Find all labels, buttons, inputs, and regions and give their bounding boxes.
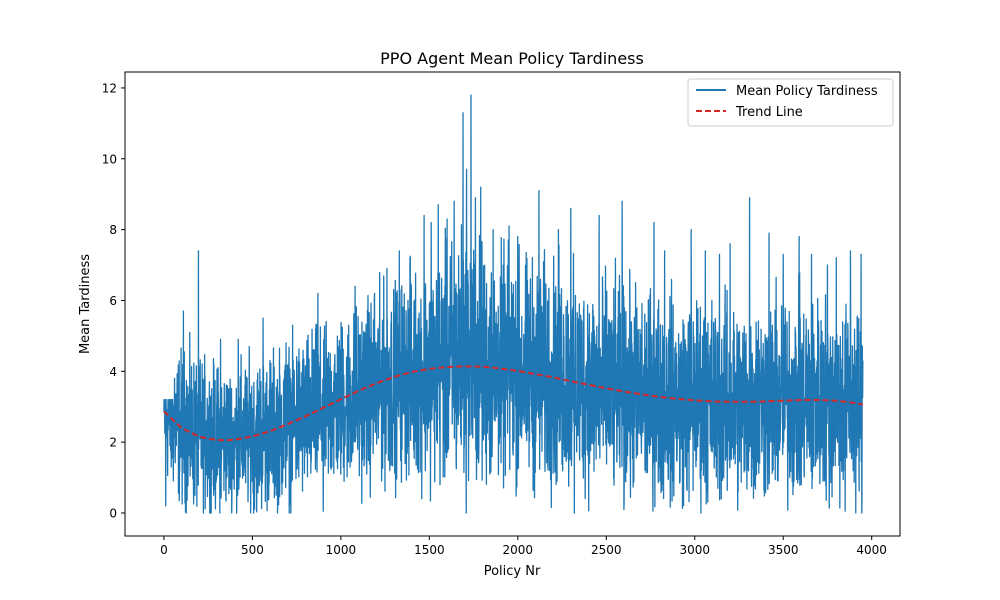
x-tick-label: 3000	[679, 543, 710, 557]
legend-box	[687, 78, 894, 127]
series-line-trend	[163, 365, 864, 442]
x-tick-label: 2000	[503, 543, 534, 557]
y-tick-label: 0	[109, 506, 117, 520]
legend: Mean Policy Tardiness Trend Line	[687, 78, 894, 127]
x-tick-label: 500	[241, 543, 264, 557]
y-tick-label: 6	[109, 294, 117, 308]
x-tick-label: 2500	[591, 543, 622, 557]
x-axis-label: Policy Nr	[484, 564, 541, 579]
plot-area	[124, 71, 901, 537]
series-layer	[163, 94, 864, 514]
y-axis-label: Mean Tardiness	[78, 254, 93, 354]
y-axis: 0 2 4 6 8 10 12	[102, 81, 125, 520]
x-tick-label: 0	[160, 543, 168, 557]
y-tick-label: 10	[102, 152, 117, 166]
y-tick-label: 12	[102, 81, 117, 95]
x-axis: 0 500 1000 1500 2000 2500 3000 3500 4000	[160, 536, 887, 557]
y-tick-label: 8	[109, 223, 117, 237]
legend-label-series: Mean Policy Tardiness	[736, 84, 878, 99]
x-tick-label: 1000	[326, 543, 357, 557]
y-tick-label: 2	[109, 436, 117, 450]
x-tick-label: 3500	[768, 543, 799, 557]
series-line-mean-policy-tardiness	[163, 94, 864, 514]
x-tick-label: 4000	[856, 543, 887, 557]
legend-label-trend: Trend Line	[735, 105, 803, 120]
chart-title: PPO Agent Mean Policy Tardiness	[380, 49, 644, 68]
x-tick-label: 1500	[414, 543, 445, 557]
y-tick-label: 4	[109, 365, 117, 379]
trend-layer	[163, 365, 864, 442]
